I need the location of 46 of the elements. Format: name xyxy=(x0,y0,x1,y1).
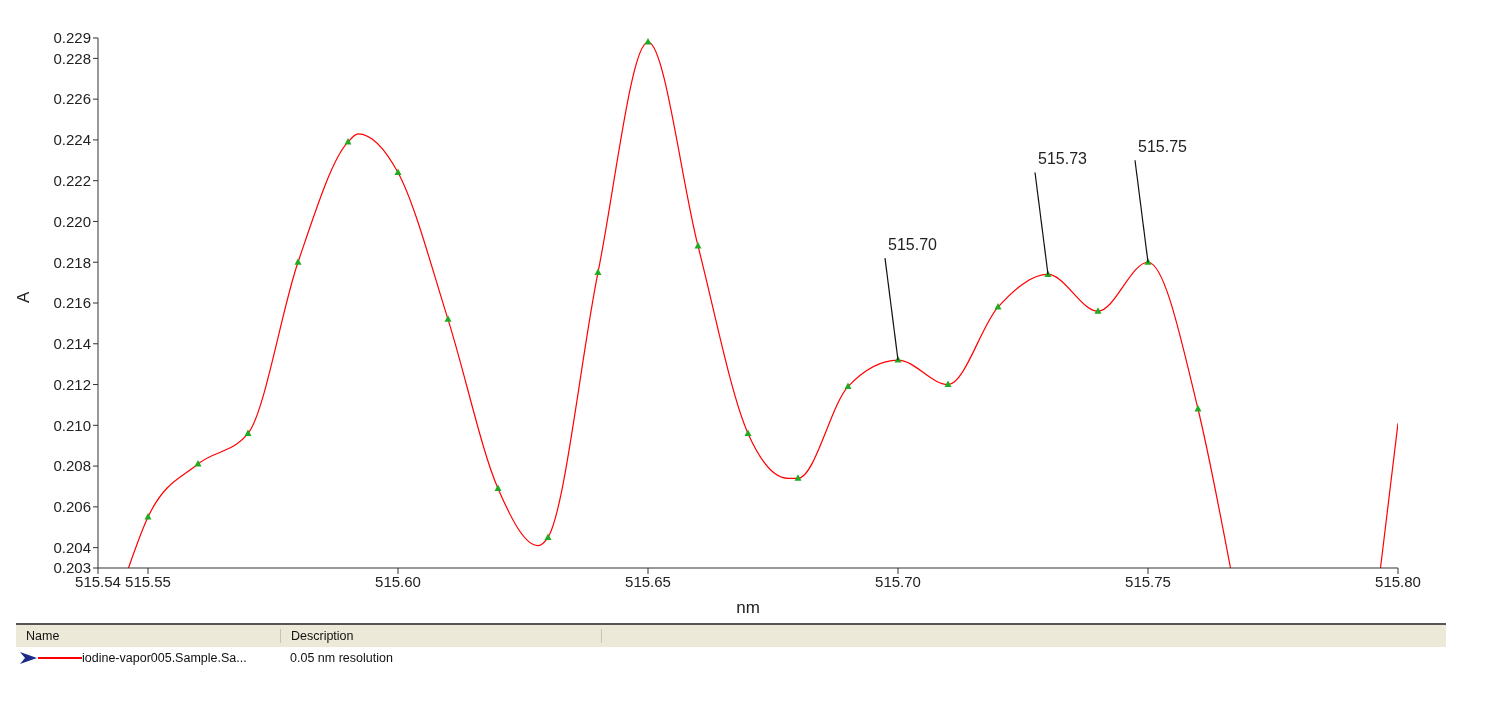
point xyxy=(144,513,152,520)
point xyxy=(1194,405,1202,412)
point xyxy=(844,382,852,390)
y-tick-label: 0.208 xyxy=(53,457,91,475)
x-axis-title: nm xyxy=(736,598,760,617)
y-tick-label: 0.210 xyxy=(53,416,91,434)
y-tick-label: 0.224 xyxy=(53,131,91,149)
y-tick-label: 0.204 xyxy=(53,538,91,556)
y-tick-label: 0.226 xyxy=(53,90,91,108)
point xyxy=(244,429,252,436)
legend-label: iodine-vapor005.Sample.Sa... xyxy=(82,651,248,665)
point xyxy=(494,484,502,491)
y-tick-label: 0.216 xyxy=(53,294,91,312)
point xyxy=(1094,307,1102,314)
y-axis-title: A xyxy=(14,291,34,303)
y-tick-label: 0.206 xyxy=(53,498,91,516)
x-tick-label: 515.80 xyxy=(1375,572,1421,590)
y-tick-label: 0.220 xyxy=(53,212,91,230)
point xyxy=(544,533,552,540)
x-tick-label: 515.55 xyxy=(125,572,171,590)
y-tick-label: 0.218 xyxy=(53,253,91,271)
annotation: 515.75 xyxy=(1138,138,1188,156)
point xyxy=(644,38,652,45)
x-tick-label: 515.75 xyxy=(1125,572,1171,590)
y-tick-label: 0.222 xyxy=(53,172,91,190)
point xyxy=(594,268,602,275)
annotation: 515.73 xyxy=(1038,150,1088,168)
point xyxy=(944,380,952,388)
point xyxy=(394,168,402,176)
y-tick-label: 0.229 xyxy=(53,29,91,47)
point xyxy=(194,460,202,467)
text: Name xyxy=(16,629,281,643)
point xyxy=(794,474,802,481)
point xyxy=(294,258,302,265)
point xyxy=(744,429,752,436)
y-tick-label: 0.212 xyxy=(53,375,91,393)
y-tick-label: 0.228 xyxy=(53,49,91,67)
text: 0.05 nm resolution xyxy=(289,651,393,665)
y-tick-label: 0.214 xyxy=(53,335,91,353)
annotation: 515.70 xyxy=(888,236,938,254)
x-tick-label: 515.60 xyxy=(375,572,421,590)
x-tick-label: 515.65 xyxy=(625,572,671,590)
x-tick-label: 515.70 xyxy=(875,572,921,590)
point xyxy=(994,303,1002,310)
text: Description xyxy=(281,629,602,643)
point xyxy=(444,315,452,322)
